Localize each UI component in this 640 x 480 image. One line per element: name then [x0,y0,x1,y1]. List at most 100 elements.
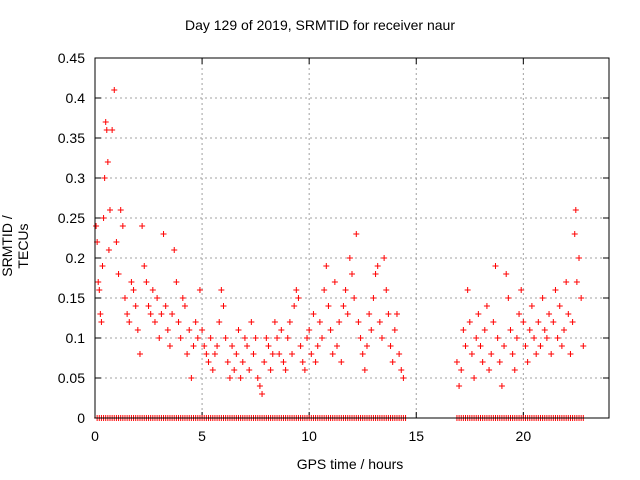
y-tick-label: 0.45 [58,50,85,66]
data-point [297,343,304,349]
data-point [136,351,143,357]
data-point [383,287,390,293]
data-point [552,287,559,293]
data-point [115,271,122,277]
data-point [372,271,379,277]
data-point [351,295,358,301]
data-point [546,311,553,317]
data-point [486,367,493,373]
data-point [98,319,105,325]
data-point [128,279,135,285]
data-point [321,287,328,293]
data-point [199,327,206,333]
data-point [329,351,336,357]
data-point [113,239,120,245]
data-point [453,359,460,365]
data-point [473,335,480,341]
data-point [376,319,383,325]
data-point [319,335,326,341]
data-point [518,287,525,293]
data-point [548,351,555,357]
data-point [214,343,221,349]
data-point [400,375,407,381]
data-point [276,351,283,357]
data-point [389,359,396,365]
data-point [220,303,227,309]
data-point [233,351,240,357]
data-point [261,359,268,365]
data-point [164,327,171,333]
y-tick-label: 0.15 [58,290,85,306]
data-point [252,335,259,341]
data-point [211,351,218,357]
data-point [304,335,311,341]
data-point [149,287,156,293]
data-point [312,359,319,365]
data-point [132,303,139,309]
data-point [265,343,272,349]
data-point [325,303,332,309]
data-point [539,295,546,301]
data-point [462,343,469,349]
y-tick-label: 0 [77,410,85,426]
data-point [117,207,124,213]
data-point [216,319,223,325]
data-point [259,391,266,397]
data-point [550,319,557,325]
data-point [299,359,306,365]
data-point [301,367,308,373]
data-point [349,271,355,277]
data-point [477,343,484,349]
data-point [398,367,405,373]
data-point [338,359,345,365]
data-point [278,327,285,333]
data-point [501,343,508,349]
data-point [475,311,482,317]
data-point [250,351,257,357]
data-point [139,223,146,229]
chart-title: Day 129 of 2019, SRMTID for receiver nau… [184,17,455,33]
data-point [460,327,467,333]
data-point [471,375,478,381]
data-point [563,279,570,285]
data-point [524,359,531,365]
data-point [209,367,216,373]
data-point [393,311,400,317]
data-point [289,351,296,357]
data-point [173,279,180,285]
data-point [254,375,261,381]
data-point [396,351,403,357]
data-point [218,287,225,293]
y-tick-label: 0.05 [58,370,85,386]
data-point [363,343,370,349]
data-point [147,311,154,317]
y-tick-label: 0.4 [66,90,86,106]
data-point [511,367,518,373]
data-point [160,231,167,237]
data-point [244,343,251,349]
data-point [95,279,102,285]
data-point [342,287,349,293]
data-point [507,327,514,333]
data-point [158,311,165,317]
data-point [494,335,501,341]
data-point [224,359,231,365]
data-point [104,159,111,165]
data-point [571,231,578,237]
data-point [177,335,184,341]
x-tick-label: 5 [198,428,206,444]
data-point [323,263,330,269]
data-point [267,367,274,373]
data-point [520,319,527,325]
data-point [565,311,572,317]
data-point [464,287,471,293]
data-point [291,303,298,309]
data-point [97,311,104,317]
data-point [229,343,236,349]
data-point [186,327,193,333]
data-point [533,351,540,357]
data-point [143,279,150,285]
data-point [248,319,255,325]
data-point [366,311,373,317]
data-point [201,343,208,349]
